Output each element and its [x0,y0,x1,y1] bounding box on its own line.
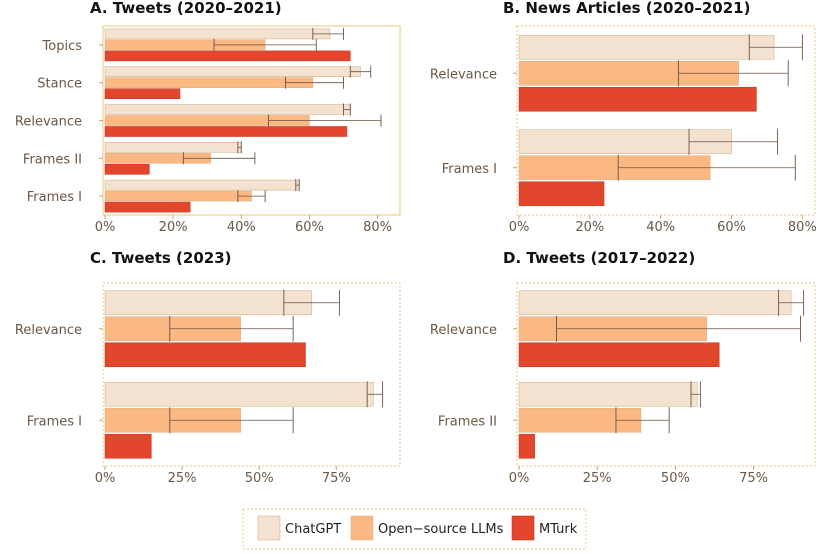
category-label: Relevance [15,323,82,338]
panel-title: A. Tweets (2020–2021) [90,0,282,17]
x-tick-label: 25% [168,471,197,486]
bar-mturk [104,88,181,99]
x-tick-label: 0% [509,471,530,486]
legend: ChatGPT Open−source LLMs MTurk [242,508,587,550]
x-tick-label: 80% [788,220,817,235]
bar-chatgpt [518,290,792,316]
category-label: Stance [37,77,82,92]
bar-chatgpt [518,34,775,60]
panel-border [516,25,816,216]
bar-chatgpt [104,66,361,77]
category-label: Frames II [23,152,82,167]
panel-border [516,282,816,467]
x-tick-label: 40% [227,220,256,235]
category-label: Frames I [442,162,497,177]
panel-title: C. Tweets (2023) [90,249,232,267]
category-label: Relevance [15,115,82,130]
bar-mturk [104,50,351,62]
panel-title: D. Tweets (2017–2022) [503,249,695,267]
panel-a: A. Tweets (2020–2021) 0% 20% 40% 60% 80% Topic… [15,0,401,235]
bar-chatgpt [104,28,331,40]
panel-d: D. Tweets (2017–2022) 0% 25% 50% 75% Relevanc… [430,249,816,486]
x-tick-label: 25% [583,471,612,486]
x-tick-label: 0% [509,220,530,235]
x-tick-label: 60% [717,220,746,235]
bar-mturk [104,126,348,137]
bar-chatgpt [104,104,351,115]
legend-border [242,508,587,550]
category-label: Frames I [27,190,82,205]
category-label: Relevance [430,67,497,82]
bar-mturk [518,181,605,207]
category-label: Topics [42,39,83,54]
category-label: Relevance [430,323,497,338]
bar-chatgpt [104,290,312,316]
bar-chatgpt [104,142,242,153]
bar-mturk [104,433,152,459]
x-tick-label: 50% [661,471,690,486]
x-tick-label: 80% [363,220,392,235]
bar-chatgpt [104,179,300,191]
x-tick-label: 50% [245,471,274,486]
bar-open-source-llms [104,77,314,88]
legend-key-chatgpt [257,515,281,541]
x-tick-label: 40% [646,220,675,235]
panel-c: C. Tweets (2023) 0% 25% 50% 75% Relevance Fram… [15,249,401,486]
x-tick-label: 75% [322,471,351,486]
legend-label-chatgpt: ChatGPT [285,522,341,537]
bar-mturk [518,342,720,368]
x-tick-label: 60% [295,220,324,235]
bar-mturk [104,201,191,213]
bar-mturk [518,86,757,112]
bar-chatgpt [518,381,698,407]
panel-border [102,282,401,467]
bar-chatgpt [104,381,374,407]
legend-label-open-source-llms: Open−source LLMs [378,522,504,537]
legend-label-mturk: MTurk [539,522,578,537]
bar-mturk [518,433,535,459]
x-tick-label: 20% [159,220,188,235]
panel-title: B. News Articles (2020–2021) [503,0,750,17]
category-label: Frames I [27,414,82,429]
bar-mturk [104,164,150,175]
category-label: Frames II [438,414,497,429]
x-tick-label: 0% [95,220,116,235]
legend-key-mturk [511,515,535,541]
x-tick-label: 75% [739,471,768,486]
x-tick-label: 0% [95,471,116,486]
panel-b: B. News Articles (2020–2021) 0% 20% 40% 60% 8… [430,0,817,235]
bar-open-source-llms [104,190,252,202]
bar-mturk [104,342,306,368]
x-tick-label: 20% [575,220,604,235]
legend-key-open-source-llms [350,515,374,541]
